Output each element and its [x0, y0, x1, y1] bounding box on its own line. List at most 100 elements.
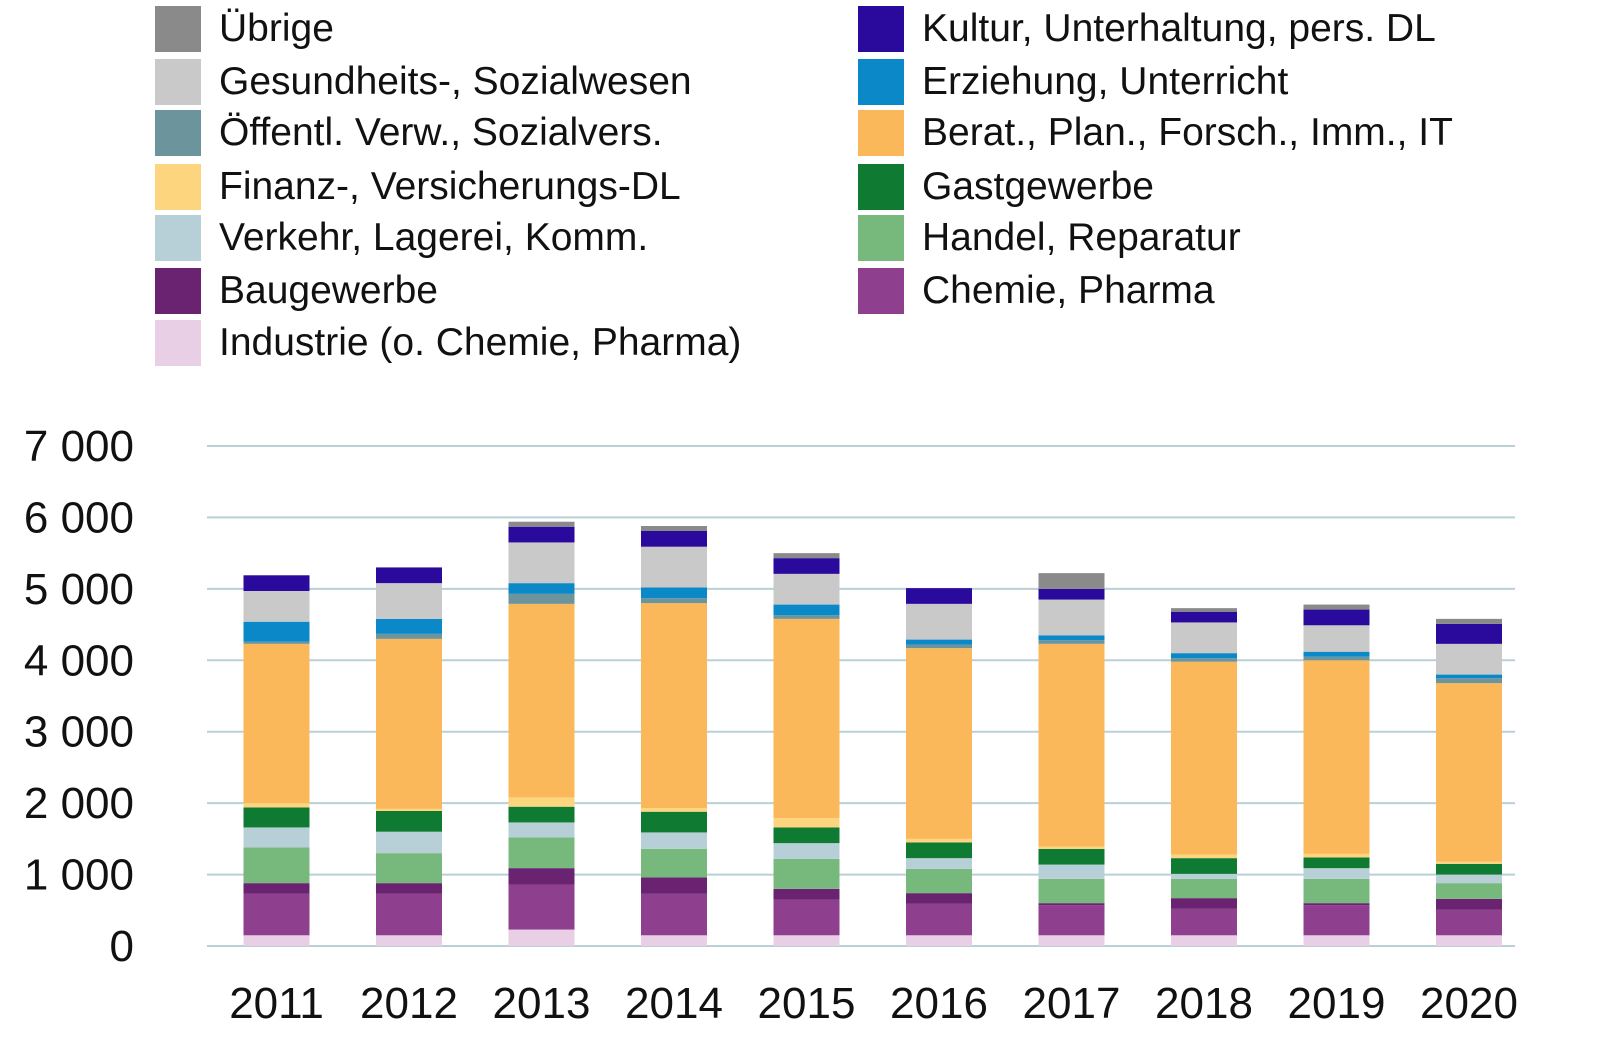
bar-segment-2012-s6 [376, 808, 442, 811]
bar-segment-2019-s0 [1303, 935, 1370, 946]
bar-segment-2017-s2 [1038, 903, 1105, 906]
bar-segment-2019-s9 [1303, 651, 1370, 657]
bar-segment-2016-s2 [906, 893, 972, 904]
bar-segment-2015-s11 [773, 558, 840, 574]
chart-legend: Übrige Gesundheits-, Sozialwesen Öffentl. … [0, 0, 1600, 370]
bar-segment-2019-s2 [1303, 903, 1370, 906]
bar-segment-2011-s3 [243, 847, 310, 884]
bar-segment-2012-s2 [376, 883, 442, 894]
bar-segment-2015-s7 [773, 618, 840, 819]
bar-segment-2012-s4 [376, 831, 442, 854]
legend-label: Öffentl. Verw., Sozialvers. [219, 111, 663, 154]
bar-segment-2018-s11 [1171, 611, 1237, 623]
x-tick-label-2017: 2017 [1023, 979, 1121, 1028]
x-tick-label-2018: 2018 [1155, 979, 1253, 1028]
bar-segment-2019-s3 [1303, 878, 1370, 904]
bar-segment-2018-s5 [1171, 858, 1237, 874]
legend-swatch [858, 6, 904, 52]
bar-segment-2013-s10 [508, 542, 575, 584]
legend-swatch [155, 320, 201, 366]
bar-segment-2020-s8 [1436, 678, 1502, 684]
bar-segment-2012-s0 [376, 935, 442, 946]
bar-segment-2014-s6 [641, 808, 707, 812]
bar-segment-2011-s4 [243, 827, 310, 848]
bar-segment-2020-s6 [1436, 861, 1502, 864]
bar-segment-2017-s0 [1038, 935, 1105, 946]
bar-segment-2020-s0 [1436, 935, 1502, 946]
legend-label: Handel, Reparatur [922, 216, 1241, 259]
bar-segment-2011-s0 [243, 935, 310, 946]
bar-segment-2018-s2 [1171, 898, 1237, 909]
legend-label: Chemie, Pharma [922, 269, 1215, 312]
legend-item: Berat., Plan., Forsch., Imm., IT [858, 110, 1453, 156]
legend-item: Kultur, Unterhaltung, pers. DL [858, 6, 1436, 52]
bar-segment-2020-s1 [1436, 909, 1502, 936]
bar-segment-2012-s1 [376, 893, 442, 936]
bar-segment-2011-s2 [243, 883, 310, 894]
bar-segment-2019-s8 [1303, 656, 1370, 661]
legend-swatch [155, 215, 201, 261]
bar-segment-2019-s1 [1303, 905, 1370, 936]
bar-segment-2012-s5 [376, 811, 442, 832]
bar-segment-2016-s6 [906, 838, 972, 843]
legend-swatch [858, 215, 904, 261]
bar-segment-2018-s1 [1171, 908, 1237, 936]
legend-item: Öffentl. Verw., Sozialvers. [155, 110, 663, 156]
legend-label: Übrige [219, 7, 334, 50]
bar-segment-2016-s10 [906, 603, 972, 640]
bar-segment-2019-s6 [1303, 853, 1370, 858]
bar-segment-2014-s3 [641, 848, 707, 878]
bar-segment-2017-s5 [1038, 848, 1105, 865]
x-tick-label-2020: 2020 [1420, 979, 1518, 1028]
bar-segment-2018-s3 [1171, 878, 1237, 899]
legend-swatch [155, 59, 201, 105]
x-tick-label-2012: 2012 [360, 979, 458, 1028]
bar-segment-2016-s0 [906, 935, 972, 946]
legend-label: Gastgewerbe [922, 165, 1154, 208]
legend-item: Baugewerbe [155, 268, 438, 314]
bar-segment-2017-s12 [1038, 573, 1105, 589]
bar-segment-2011-s10 [243, 591, 310, 622]
bar-segment-2020-s11 [1436, 623, 1502, 644]
bar-segment-2013-s8 [508, 593, 575, 604]
legend-item: Gesundheits-, Sozialwesen [155, 59, 692, 105]
bar-segment-2017-s10 [1038, 599, 1105, 636]
bar-segment-2014-s9 [641, 587, 707, 599]
bar-segment-2013-s6 [508, 797, 575, 807]
bar-segment-2015-s6 [773, 818, 840, 828]
legend-label: Baugewerbe [219, 269, 438, 312]
y-tick-label: 1 000 [24, 851, 134, 900]
bar-segment-2014-s8 [641, 598, 707, 604]
bar-segment-2014-s12 [641, 526, 707, 531]
bar-segment-2020-s12 [1436, 618, 1502, 624]
bar-segment-2018-s8 [1171, 658, 1237, 662]
bar-segment-2013-s5 [508, 806, 575, 823]
bar-segment-2011-s11 [243, 575, 310, 591]
legend-item: Erziehung, Unterricht [858, 59, 1288, 105]
x-tick-label-2014: 2014 [625, 979, 723, 1028]
bar-segment-2017-s1 [1038, 905, 1105, 936]
bar-segment-2018-s0 [1171, 935, 1237, 946]
bar-segment-2020-s5 [1436, 863, 1502, 875]
bar-segment-2013-s3 [508, 837, 575, 869]
x-tick-label-2015: 2015 [758, 979, 856, 1028]
x-tick-label-2016: 2016 [890, 979, 988, 1028]
legend-item: Industrie (o. Chemie, Pharma) [155, 320, 741, 366]
y-tick-label: 2 000 [24, 779, 134, 828]
bar-segment-2014-s5 [641, 811, 707, 833]
bar-segment-2016-s8 [906, 644, 972, 649]
legend-swatch [155, 268, 201, 314]
legend-swatch [155, 6, 201, 52]
bar-segment-2012-s3 [376, 853, 442, 884]
legend-label: Gesundheits-, Sozialwesen [219, 60, 692, 103]
bar-segment-2015-s5 [773, 827, 840, 844]
bar-segment-2013-s7 [508, 603, 575, 798]
legend-label: Verkehr, Lagerei, Komm. [219, 216, 649, 259]
bar-segment-2014-s10 [641, 546, 707, 588]
y-tick-label: 3 000 [24, 708, 134, 757]
bar-segment-2012-s10 [376, 583, 442, 619]
bar-segment-2013-s0 [508, 929, 575, 946]
bar-segment-2011-s7 [243, 643, 310, 804]
bar-segment-2017-s8 [1038, 640, 1105, 644]
